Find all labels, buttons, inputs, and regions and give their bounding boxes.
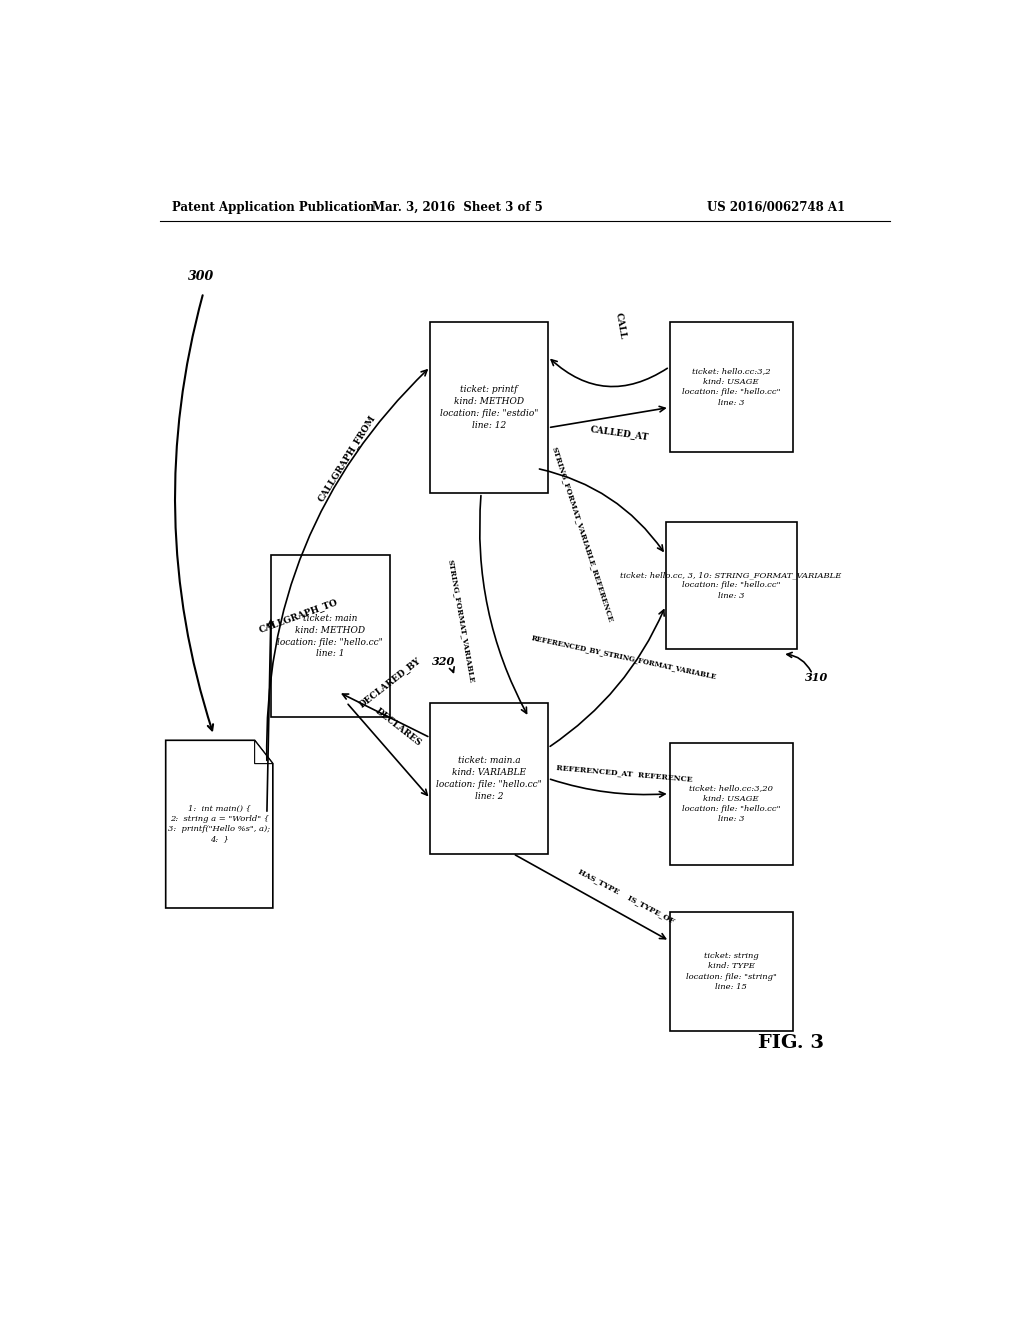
Text: DECLARES: DECLARES xyxy=(373,706,423,748)
Text: 300: 300 xyxy=(187,271,214,284)
Text: Patent Application Publication: Patent Application Publication xyxy=(172,201,374,214)
Bar xyxy=(666,521,797,649)
Polygon shape xyxy=(255,741,272,763)
Text: 1:  int main() {
2:  string a = "World" {
3:  printf("Hello %s", a);
4:  }: 1: int main() { 2: string a = "World" { … xyxy=(168,805,270,843)
Polygon shape xyxy=(166,741,272,908)
Text: REFERENCED_BY_STRING_FORMAT_VARIABLE: REFERENCED_BY_STRING_FORMAT_VARIABLE xyxy=(530,632,718,680)
Text: CALLGRAPH_FROM: CALLGRAPH_FROM xyxy=(315,413,377,503)
Text: 310: 310 xyxy=(805,672,828,684)
Text: ticket: main.a
kind: VARIABLE
location: file: "hello.cc"
line: 2: ticket: main.a kind: VARIABLE location: … xyxy=(436,756,542,801)
Text: ticket: main
kind: METHOD
location: file: "hello.cc"
line: 1: ticket: main kind: METHOD location: file… xyxy=(278,614,383,659)
Text: US 2016/0062748 A1: US 2016/0062748 A1 xyxy=(708,201,846,214)
Text: STRING_FORMAT_VARIABLE: STRING_FORMAT_VARIABLE xyxy=(446,558,476,684)
Text: ticket: string
kind: TYPE
location: file: "string"
line: 15: ticket: string kind: TYPE location: file… xyxy=(686,952,776,991)
Text: ticket: printf
kind: METHOD
location: file: "estdio"
line: 12: ticket: printf kind: METHOD location: fi… xyxy=(440,385,539,429)
Text: 320: 320 xyxy=(432,656,456,667)
Text: ticket: hello.cc:3,20
kind: USAGE
location: file: "hello.cc"
line: 3: ticket: hello.cc:3,20 kind: USAGE locati… xyxy=(682,784,780,824)
Text: CALLGRAPH_TO: CALLGRAPH_TO xyxy=(258,597,339,635)
Text: FIG. 3: FIG. 3 xyxy=(758,1034,823,1052)
Bar xyxy=(670,743,793,865)
Text: Mar. 3, 2016  Sheet 3 of 5: Mar. 3, 2016 Sheet 3 of 5 xyxy=(372,201,543,214)
Text: CALL: CALL xyxy=(613,312,627,341)
Text: CALLED_AT: CALLED_AT xyxy=(590,424,650,441)
Bar xyxy=(430,704,548,854)
Text: DECLARED_BY: DECLARED_BY xyxy=(357,655,423,709)
Bar xyxy=(670,322,793,453)
Text: ticket: hello.cc:3,2
kind: USAGE
location: file: "hello.cc"
line: 3: ticket: hello.cc:3,2 kind: USAGE locatio… xyxy=(682,367,780,407)
Text: HAS_TYPE    IS_TYPE_OF: HAS_TYPE IS_TYPE_OF xyxy=(577,867,676,925)
Text: ticket: hello.cc, 3, 10: STRING_FORMAT_VARIABLE
location: file: "hello.cc"
line:: ticket: hello.cc, 3, 10: STRING_FORMAT_V… xyxy=(621,570,842,599)
Text: STRING_FORMAT_VARIABLE_REFERENCE: STRING_FORMAT_VARIABLE_REFERENCE xyxy=(551,446,615,623)
Text: REFERENCED_AT  REFERENCE: REFERENCED_AT REFERENCE xyxy=(556,763,692,783)
Bar xyxy=(430,322,548,492)
Bar xyxy=(670,912,793,1031)
Bar xyxy=(270,554,390,718)
